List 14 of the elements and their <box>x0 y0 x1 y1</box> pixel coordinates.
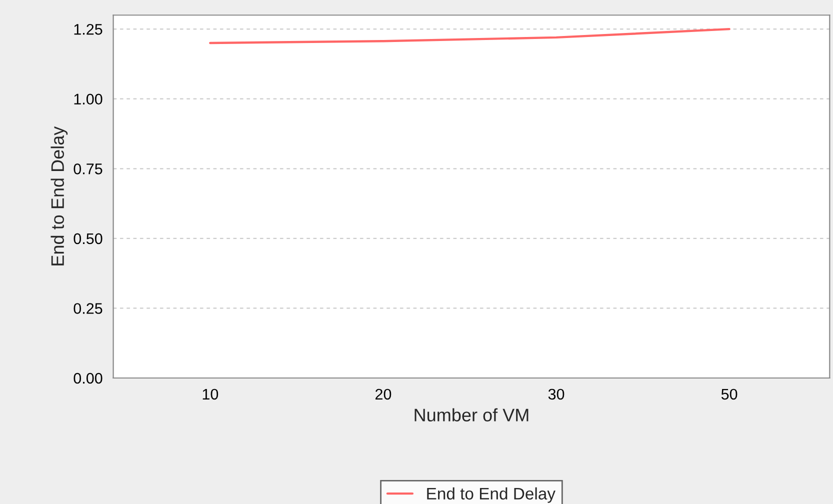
x-tick-label: 20 <box>376 388 392 400</box>
y-tick-label: 0.75 <box>74 164 102 174</box>
x-tick-label: 10 <box>202 388 218 400</box>
x-axis-title: Number of VM <box>414 408 528 422</box>
y-axis-title: End to End Delay <box>50 126 68 266</box>
y-tick-label: 0.50 <box>74 233 102 244</box>
y-tick-label: 1.25 <box>74 24 102 35</box>
legend-label: End to End Delay <box>427 487 556 503</box>
y-tick-label: 1.00 <box>74 94 102 105</box>
y-tick-label: 0.00 <box>74 372 102 384</box>
y-tick-label: 0.25 <box>74 303 102 314</box>
x-tick-label: 50 <box>721 388 738 400</box>
line-series <box>209 28 730 44</box>
x-tick-label: 30 <box>548 388 564 400</box>
